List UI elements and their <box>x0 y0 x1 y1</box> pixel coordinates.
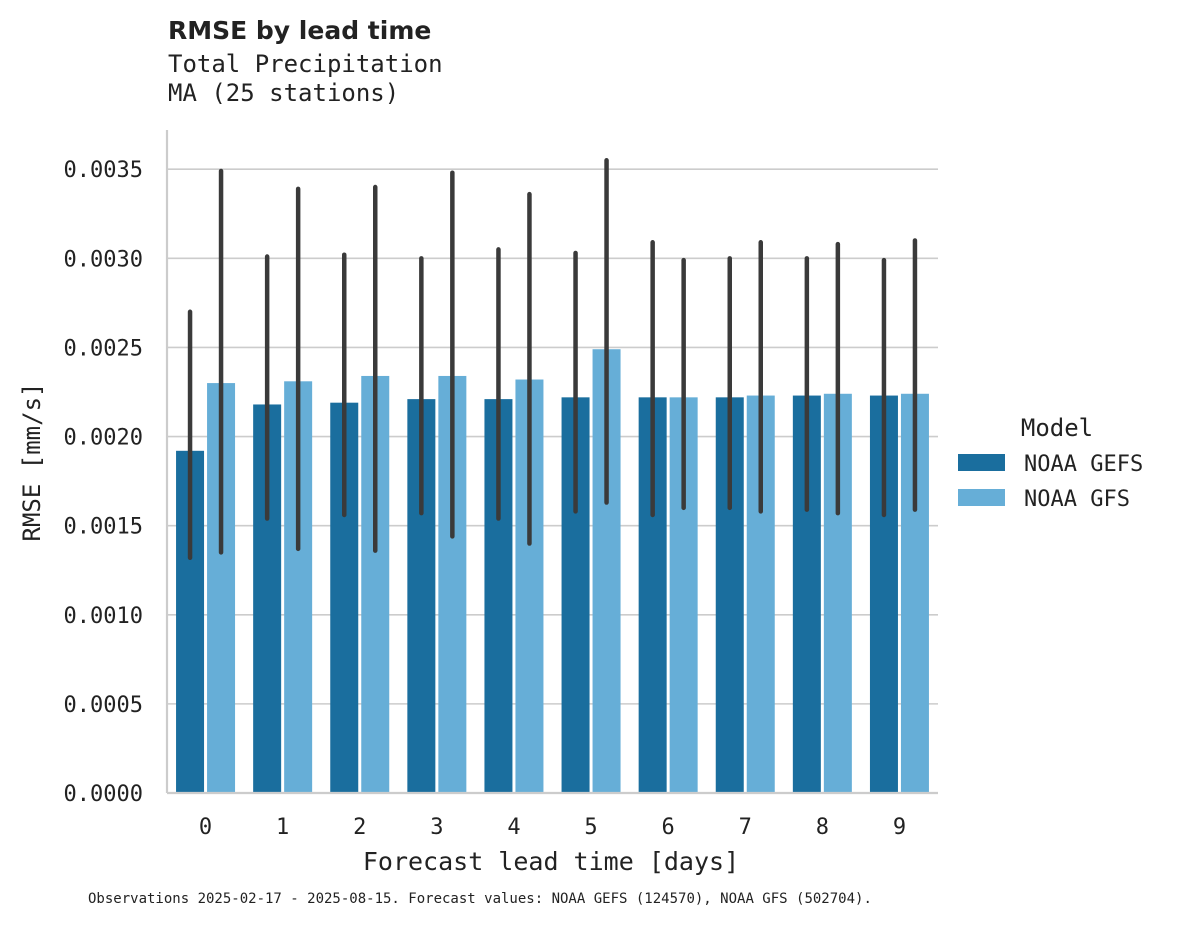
bars <box>176 349 929 793</box>
y-axis-label: RMSE [mm/s] <box>18 383 46 542</box>
x-tick-label: 0 <box>199 815 212 840</box>
x-axis-label: Forecast lead time [days] <box>363 847 739 876</box>
y-tick-label: 0.0005 <box>64 693 143 718</box>
y-tick-label: 0.0015 <box>64 515 143 540</box>
y-tick-label: 0.0020 <box>64 426 143 451</box>
legend-swatch-gfs <box>958 489 1005 506</box>
y-tick-label: 0.0035 <box>64 158 143 183</box>
x-tick-label: 9 <box>893 815 906 840</box>
legend-label-gfs: NOAA GFS <box>1024 487 1130 512</box>
x-tick-label: 2 <box>353 815 366 840</box>
gridlines <box>167 169 938 704</box>
y-tick-label: 0.0010 <box>64 604 143 629</box>
x-tick-label: 7 <box>739 815 752 840</box>
legend-swatch-gefs <box>958 454 1005 471</box>
x-tick-label: 4 <box>507 815 520 840</box>
y-tick-label: 0.0030 <box>64 247 143 272</box>
legend-title: Model <box>1021 414 1093 442</box>
x-tick-label: 3 <box>430 815 443 840</box>
x-tick-label: 1 <box>276 815 289 840</box>
y-tick-label: 0.0000 <box>64 782 143 807</box>
x-tick-label: 8 <box>816 815 829 840</box>
y-tick-label: 0.0025 <box>64 336 143 361</box>
x-tick-label: 6 <box>662 815 675 840</box>
legend: Model NOAA GEFS NOAA GFS <box>958 414 1143 512</box>
legend-label-gefs: NOAA GEFS <box>1024 452 1143 477</box>
x-tick-label: 5 <box>584 815 597 840</box>
error-bars <box>190 160 915 557</box>
axes <box>167 130 938 793</box>
footnote: Observations 2025-02-17 - 2025-08-15. Fo… <box>88 891 872 907</box>
